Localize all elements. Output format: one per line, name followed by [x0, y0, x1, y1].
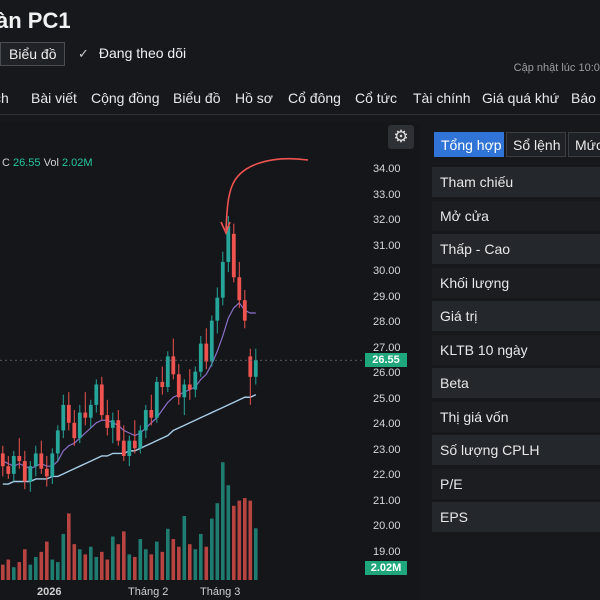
y-tick-label: 19.00 — [373, 546, 401, 558]
main-nav: ch Bài viết Cộng đồng Biểu đồ Hồ sơ Cổ đ… — [0, 82, 600, 115]
nav-item-financials[interactable]: Tài chính — [413, 90, 471, 106]
nav-item-profile[interactable]: Hồ sơ — [235, 90, 273, 106]
chart-legend: C 26.55 Vol 2.02M — [2, 157, 93, 169]
row-market-cap: Thị giá vốn — [432, 402, 600, 432]
page-title: àn PC1 — [0, 8, 71, 33]
nav-item-overview[interactable]: ch — [0, 90, 9, 106]
tab-order-book[interactable]: Sổ lệnh — [506, 132, 566, 157]
nav-item-posts[interactable]: Bài viết — [31, 90, 77, 106]
y-tick-label: 30.00 — [373, 265, 401, 278]
tab-price-level[interactable]: Mức — [568, 132, 600, 157]
checkmark-icon: ✓ — [78, 46, 89, 61]
y-tick-label: 23.00 — [373, 443, 401, 456]
updated-timestamp: Cập nhật lúc 10:08 — [513, 62, 600, 74]
nav-item-shareholders[interactable]: Cổ đông — [288, 90, 341, 106]
row-shares-outstanding: Số lượng CPLH — [432, 435, 600, 465]
nav-item-price-history[interactable]: Giá quá khứ — [482, 90, 560, 106]
nav-item-chart[interactable]: Biểu đồ — [173, 90, 221, 106]
chart-tab-button[interactable]: Biểu đồ — [0, 42, 66, 66]
row-reference: Tham chiếu — [432, 167, 600, 197]
row-value: Giá trị — [432, 301, 600, 331]
x-tick-label: 2026 — [37, 586, 62, 598]
y-tick-label: 28.00 — [373, 316, 401, 329]
y-tick-label: 27.00 — [373, 341, 401, 354]
y-tick-label: 21.00 — [373, 494, 401, 507]
y-tick-label: 22.00 — [373, 469, 401, 482]
y-tick-label: 29.00 — [373, 290, 401, 303]
y-tick-label: 32.00 — [373, 214, 401, 227]
last-price-badge: 26.55 — [365, 353, 407, 367]
x-tick-label: Tháng 2 — [128, 586, 169, 598]
legend-close-value: 26.55 — [13, 157, 41, 169]
row-beta: Beta — [432, 368, 600, 398]
price-chart[interactable] — [0, 122, 420, 600]
last-volume-badge: 2.02M — [365, 561, 407, 575]
x-tick-label: Tháng 3 — [200, 586, 241, 598]
nav-item-dividends[interactable]: Cổ tức — [355, 90, 398, 106]
y-tick-label: 26.00 — [373, 367, 401, 380]
tab-summary[interactable]: Tổng hợp — [434, 132, 504, 157]
row-avg-vol-10d: KLTB 10 ngày — [432, 335, 600, 365]
y-tick-label: 25.00 — [373, 392, 401, 405]
y-tick-label: 20.00 — [373, 520, 401, 533]
nav-item-community[interactable]: Cộng đồng — [91, 90, 160, 106]
y-tick-label: 24.00 — [373, 418, 401, 431]
summary-panel: Tổng hợp Sổ lệnh Mức Tham chiếu Mở cửa T… — [432, 130, 600, 600]
y-tick-label: 31.00 — [373, 239, 401, 252]
nav-item-reports[interactable]: Báo c — [571, 90, 600, 106]
watch-label: Đang theo dõi — [98, 45, 187, 61]
row-volume: Khối lượng — [432, 268, 600, 298]
legend-vol-label: Vol — [43, 157, 59, 169]
row-open: Mở cửa — [432, 201, 600, 231]
panel-tabs: Tổng hợp Sổ lệnh Mức — [432, 132, 600, 157]
legend-close-label: C — [2, 157, 10, 169]
row-low-high: Thấp - Cao — [432, 234, 600, 264]
legend-vol-value: 2.02M — [61, 157, 93, 169]
watch-toggle[interactable]: ✓ Đang theo dõi — [78, 45, 186, 62]
y-tick-label: 34.00 — [373, 163, 401, 175]
gear-icon[interactable]: ⚙ — [388, 125, 414, 149]
y-tick-label: 33.00 — [373, 188, 401, 201]
row-eps: EPS — [432, 502, 600, 532]
row-pe: P/E — [432, 469, 600, 499]
